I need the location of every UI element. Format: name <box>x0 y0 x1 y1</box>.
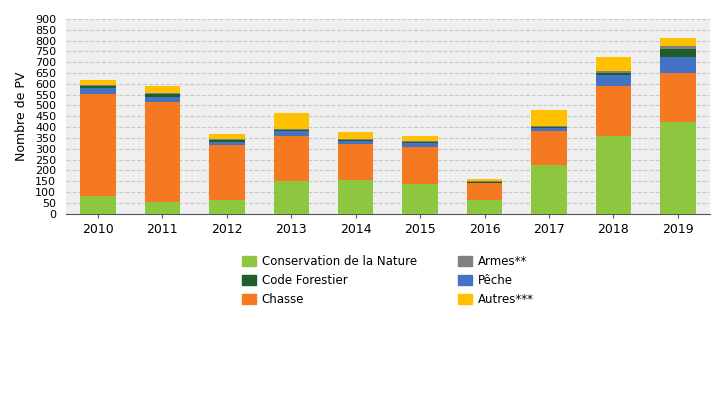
Bar <box>531 126 567 127</box>
Bar <box>209 146 244 200</box>
Bar <box>402 146 438 184</box>
Bar <box>338 139 373 140</box>
Bar <box>145 97 180 102</box>
Bar <box>209 134 244 140</box>
Bar <box>209 142 244 146</box>
Bar <box>596 73 631 75</box>
Bar <box>273 136 309 181</box>
Bar <box>467 179 502 181</box>
Y-axis label: Nombre de PV: Nombre de PV <box>15 72 28 161</box>
Bar <box>273 181 309 214</box>
Bar <box>596 71 631 73</box>
Bar <box>145 102 180 202</box>
Bar <box>145 93 180 94</box>
Bar <box>660 49 695 57</box>
Bar <box>467 183 502 200</box>
Bar <box>660 122 695 214</box>
Bar <box>402 142 438 143</box>
Bar <box>660 57 695 73</box>
Bar <box>338 140 373 141</box>
Bar <box>338 141 373 144</box>
Bar <box>531 110 567 126</box>
Bar <box>467 182 502 183</box>
Bar <box>531 132 567 165</box>
Bar <box>596 57 631 71</box>
Bar <box>209 200 244 214</box>
Bar <box>145 94 180 97</box>
Bar <box>273 130 309 132</box>
Bar <box>338 132 373 139</box>
Bar <box>338 180 373 214</box>
Bar <box>80 94 116 196</box>
Bar <box>273 132 309 136</box>
Bar <box>80 86 116 88</box>
Bar <box>145 86 180 93</box>
Bar <box>531 128 567 132</box>
Bar <box>660 73 695 122</box>
Bar <box>467 181 502 182</box>
Bar <box>531 165 567 214</box>
Bar <box>145 202 180 214</box>
Bar <box>531 127 567 128</box>
Bar <box>467 200 502 214</box>
Bar <box>596 75 631 86</box>
Bar <box>402 184 438 214</box>
Bar <box>338 144 373 180</box>
Bar <box>80 80 116 85</box>
Bar <box>273 114 309 129</box>
Bar <box>660 38 695 46</box>
Bar <box>596 86 631 136</box>
Bar <box>402 136 438 141</box>
Bar <box>80 88 116 94</box>
Bar <box>596 136 631 214</box>
Bar <box>273 129 309 130</box>
Bar <box>402 143 438 146</box>
Bar <box>402 141 438 142</box>
Bar <box>660 46 695 49</box>
Legend: Conservation de la Nature, Code Forestier, Chasse, Armes**, Pêche, Autres***: Conservation de la Nature, Code Forestie… <box>237 251 539 311</box>
Bar <box>80 196 116 214</box>
Bar <box>209 140 244 142</box>
Bar <box>80 85 116 86</box>
